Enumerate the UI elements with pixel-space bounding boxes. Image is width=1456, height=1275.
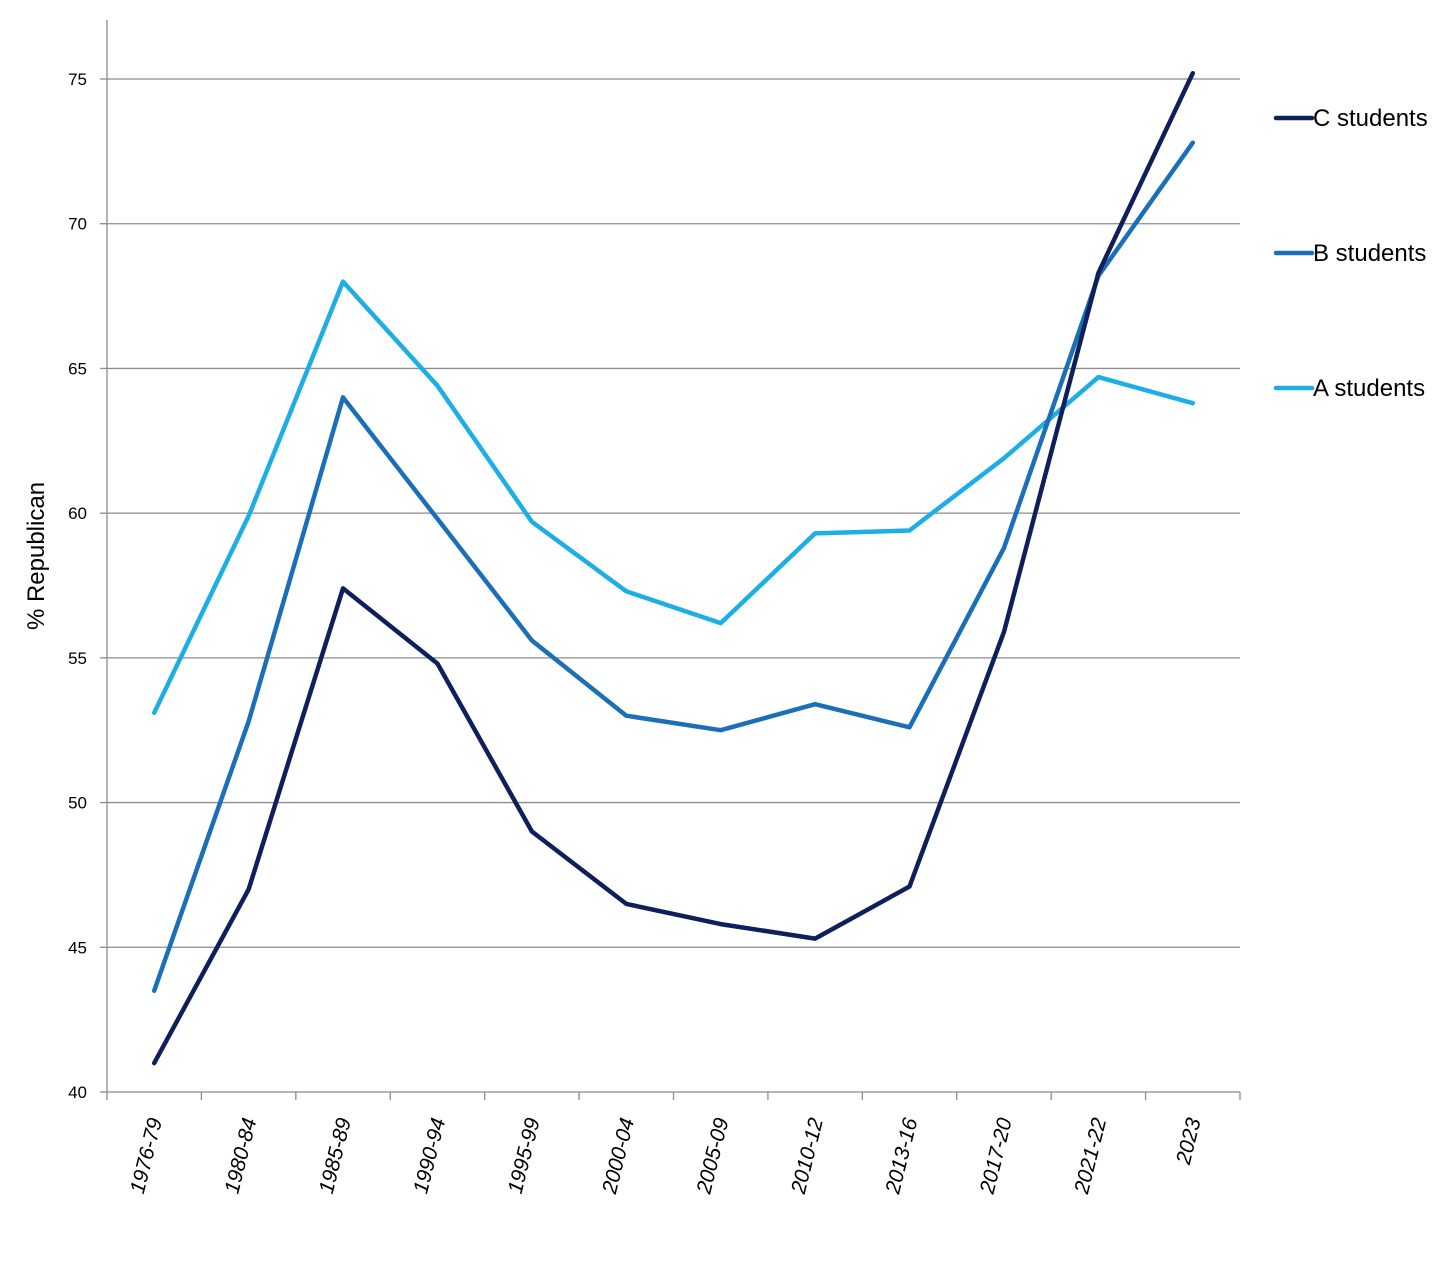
- y-tick-label: 50: [68, 794, 87, 813]
- series-lines: [151, 70, 1196, 1066]
- legend-label: A students: [1313, 375, 1425, 402]
- legend-label: B students: [1313, 240, 1426, 267]
- y-tick-label: 70: [68, 215, 87, 234]
- legend-label: C students: [1313, 105, 1428, 132]
- y-tick-label: 40: [68, 1083, 87, 1102]
- x-tick-label: 1995-99: [504, 1115, 545, 1196]
- x-tick-label: 2021-22: [1070, 1115, 1111, 1197]
- x-tick-label: 2010-12: [787, 1115, 828, 1197]
- axes: [106, 20, 1240, 1093]
- x-tick-label: 1985-89: [315, 1115, 356, 1196]
- y-tick-label: 60: [68, 504, 87, 523]
- x-tick-label: 2005-09: [692, 1115, 733, 1197]
- x-tick-label: 1990-94: [409, 1116, 450, 1196]
- x-tick-label: 2013-16: [881, 1115, 922, 1197]
- gridlines: [107, 78, 1240, 948]
- series-line-b-students: [151, 140, 1196, 993]
- x-tick-label: 2000-04: [598, 1116, 639, 1197]
- y-axis-ticks: 40 45 50 55 60 65 70 75: [68, 70, 107, 1102]
- y-tick-label: 65: [68, 359, 87, 378]
- legend: C students B students A students: [1273, 105, 1428, 402]
- y-tick-label: 45: [68, 938, 87, 957]
- y-tick-label: 55: [68, 649, 87, 668]
- x-axis-ticks: 1976-79 1980-84 1985-89 1990-94 1995-99 2000-…: [106, 1092, 1241, 1197]
- series-line-c-students: [151, 70, 1196, 1066]
- x-tick-label: 2017-20: [976, 1115, 1017, 1197]
- x-tick-label: 1980-84: [221, 1116, 262, 1196]
- x-tick-label: 1976-79: [126, 1115, 167, 1196]
- y-axis-label: % Republican: [23, 482, 50, 630]
- y-tick-label: 75: [68, 70, 87, 89]
- series-line-a-students: [151, 279, 1196, 716]
- x-tick-label: 2023: [1172, 1115, 1206, 1167]
